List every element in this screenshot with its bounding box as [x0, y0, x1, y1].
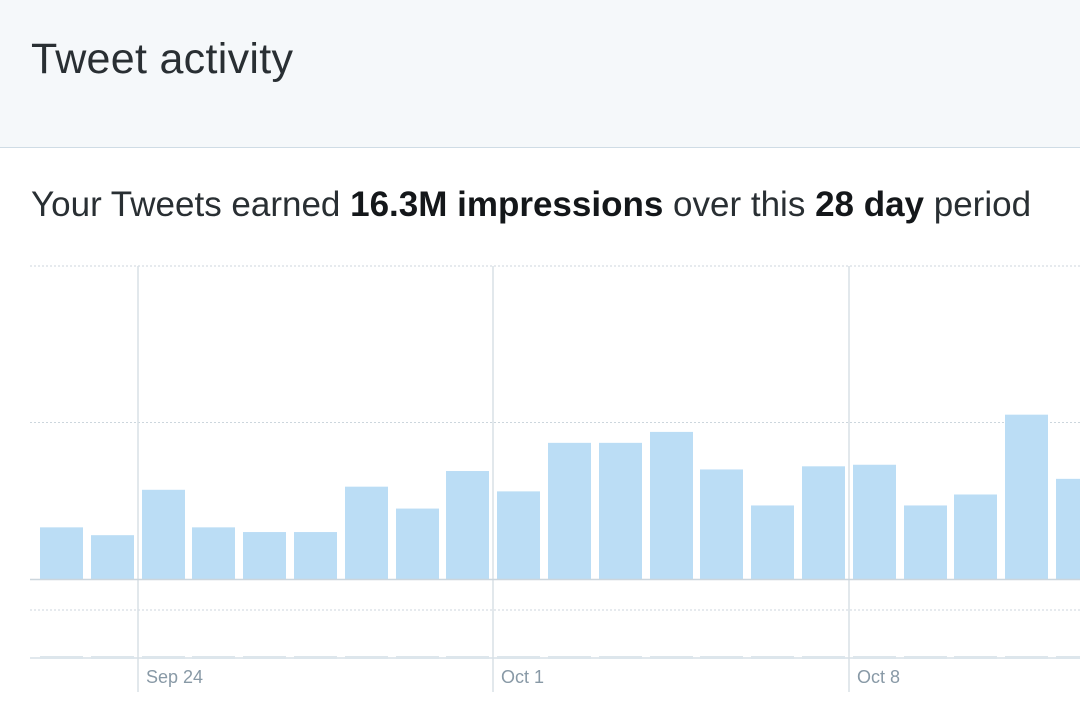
impressions-bar [954, 494, 997, 579]
impressions-bar [904, 505, 947, 579]
impressions-bar [243, 532, 286, 579]
engagement-bar [91, 656, 134, 659]
engagement-bar [294, 656, 337, 659]
impressions-bar [700, 469, 743, 579]
x-tick-label: Oct 1 [501, 667, 544, 687]
x-tick-label: Oct 8 [857, 667, 900, 687]
engagement-bar [700, 656, 743, 659]
summary-suffix: period [924, 185, 1032, 224]
impressions-bar [802, 466, 845, 579]
impressions-bar [751, 505, 794, 579]
engagement-bar [396, 656, 439, 659]
impressions-bar [345, 486, 388, 579]
engagement-bar [192, 656, 235, 659]
engagement-bar [345, 656, 388, 659]
impressions-bar [91, 535, 134, 579]
x-tick-label: Sep 24 [146, 667, 203, 687]
impressions-count: 16.3M impressions [350, 185, 664, 224]
impressions-bar [396, 508, 439, 579]
engagement-bar [954, 656, 997, 659]
impressions-bar [294, 532, 337, 579]
impressions-bar [599, 442, 642, 579]
summary-middle: over this [663, 185, 816, 224]
impressions-bar [650, 431, 693, 579]
engagement-bar [650, 656, 693, 659]
impressions-summary: Your Tweets earned 16.3M impressions ove… [31, 183, 1031, 227]
engagement-bar [548, 656, 591, 659]
engagement-bar [853, 656, 896, 659]
header: Tweet activity [0, 0, 1080, 148]
impressions-bar [853, 464, 896, 579]
engagement-bar [243, 656, 286, 659]
engagement-bar [40, 656, 83, 659]
impressions-bar [1005, 414, 1048, 579]
engagement-bar [446, 656, 489, 659]
impressions-bar [142, 489, 185, 579]
impressions-bar [446, 471, 489, 579]
impressions-bar [548, 442, 591, 579]
engagement-bar [599, 656, 642, 659]
engagement-bar [904, 656, 947, 659]
engagement-bar [497, 656, 540, 659]
summary-prefix: Your Tweets earned [31, 185, 351, 224]
impressions-bar [40, 527, 83, 579]
impressions-bar [1056, 478, 1080, 579]
impressions-bar [497, 491, 540, 579]
engagement-bar [802, 656, 845, 659]
engagement-bar [1056, 656, 1080, 659]
engagement-bar [1005, 656, 1048, 659]
engagement-bar [751, 656, 794, 659]
page-title: Tweet activity [31, 35, 294, 83]
engagement-bar [142, 656, 185, 659]
impressions-bar [192, 527, 235, 579]
period-length: 28 day [815, 185, 925, 224]
